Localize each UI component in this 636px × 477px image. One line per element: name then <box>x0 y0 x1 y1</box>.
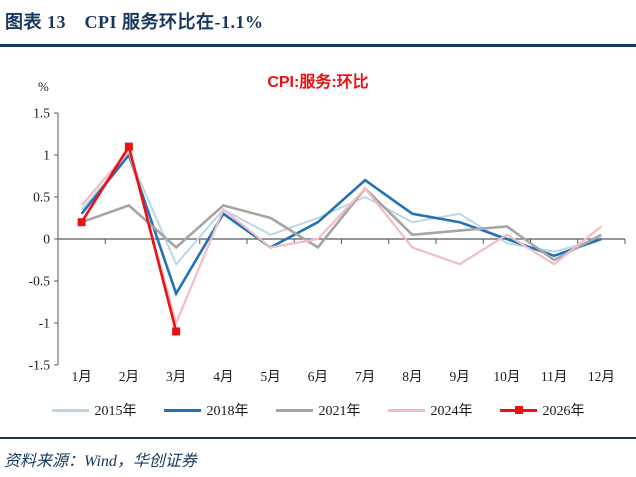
y-axis-tick-label: 1.5 <box>33 106 50 121</box>
x-axis-label: 2月 <box>119 369 139 384</box>
series-line-2024年 <box>80 148 603 327</box>
legend-label: 2021年 <box>318 404 361 419</box>
y-axis-tick-label: -1.5 <box>29 358 51 373</box>
legend-label: 2015年 <box>94 404 137 419</box>
y-axis-tick-label: -1 <box>39 316 50 331</box>
x-axis-label: 12月 <box>588 369 615 384</box>
footer-divider <box>0 437 636 439</box>
legend-label: 2026年 <box>542 404 585 419</box>
line-chart: % 1.5 1 0.5 0 -0.5 -1 -1.5 1月 2月 3月 4月 5月 6月 7月 8月 9月 10月… <box>29 79 626 384</box>
legend-swatch <box>499 405 537 414</box>
source-note: 资料来源：Wind，华创证券 <box>4 453 197 470</box>
legend-item-2021年: 2021年 <box>275 400 361 420</box>
legend-label: 2024年 <box>430 404 473 419</box>
legend-swatch <box>51 408 89 412</box>
x-axis-label: 4月 <box>213 369 233 384</box>
caption-divider <box>0 44 636 47</box>
x-axis-label: 1月 <box>72 369 92 384</box>
x-axis-label: 3月 <box>166 369 186 384</box>
y-axis-tick-label: 0 <box>43 232 50 247</box>
series-line-2018年 <box>80 152 602 297</box>
y-axis-tick-label: 0.5 <box>33 190 50 205</box>
figure-caption: 图表 13 CPI 服务环比在-1.1% <box>5 12 264 32</box>
chart-title: CPI:服务:环比 <box>267 74 369 91</box>
x-axis-label: 11月 <box>541 369 568 384</box>
legend-swatch <box>163 408 201 412</box>
series-marker-2026年 <box>124 142 133 151</box>
x-axis-label: 10月 <box>493 369 520 384</box>
series-line-2015年 <box>80 153 602 267</box>
x-axis-label: 5月 <box>261 369 281 384</box>
series-line-2021年 <box>81 186 602 262</box>
x-axis-label: 8月 <box>402 369 422 384</box>
series-marker-2026年 <box>77 218 86 227</box>
legend-item-2018年: 2018年 <box>163 400 249 420</box>
y-axis-unit-label: % <box>38 79 49 94</box>
legend-swatch <box>275 408 313 412</box>
legend-marker <box>514 405 523 414</box>
legend-swatch <box>387 408 425 412</box>
legend-item-2015年: 2015年 <box>51 400 137 420</box>
x-axis-label: 9月 <box>450 369 470 384</box>
legend-item-2026年: 2026年 <box>499 400 585 420</box>
y-axis-tick-label: 1 <box>43 148 50 163</box>
y-axis-tick-label: -0.5 <box>29 274 51 289</box>
legend-item-2024年: 2024年 <box>387 400 473 420</box>
chart-legend: 2015年 2018年 2021年 2024年 2026年 <box>0 400 636 420</box>
series-marker-2026年 <box>172 327 181 336</box>
x-axis-label: 7月 <box>355 369 375 384</box>
legend-label: 2018年 <box>206 404 249 419</box>
x-axis-label: 6月 <box>308 369 328 384</box>
